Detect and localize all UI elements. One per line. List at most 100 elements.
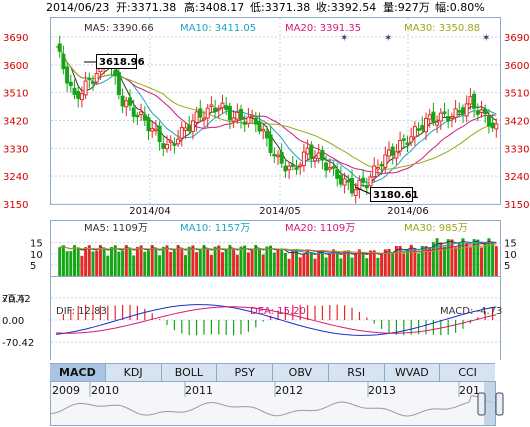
volume-bar [402,253,406,276]
candle-body [453,108,458,118]
volume-bar [172,250,176,276]
candle-body [168,140,173,143]
volume-bar [313,258,317,276]
candle-body [301,151,306,167]
macd-signal-line [55,306,497,334]
range-overview[interactable]: 2009 2010 2011 2012 2013 201 [0,381,530,427]
volume-bar [69,251,73,276]
price-panel-frame [50,17,501,205]
volume-bar [383,249,387,276]
volume-bar [417,253,421,276]
volume-bar [309,253,313,276]
candle-body [350,177,354,194]
tab-wvad[interactable]: WVAD [385,364,441,381]
volume-bar [176,245,180,276]
candle-body [216,107,221,111]
candle-body [342,178,347,186]
volume-bar [394,246,398,276]
volume-bar [361,253,365,276]
candle-body [261,128,266,132]
volume-bar [91,251,95,276]
candle-body [190,120,195,133]
tab-psy[interactable]: PSY [217,364,273,381]
volume-bar [228,244,232,276]
volume-bar [113,245,117,276]
tab-rsi[interactable]: RSI [329,364,385,381]
event-marker-icon[interactable]: ✶ [384,33,392,44]
candle-body [87,77,92,81]
range-handle-right[interactable] [495,392,504,416]
tab-macd[interactable]: MACD [50,364,106,381]
candle-body [375,166,380,170]
candle-body [313,157,317,162]
range-handle-left[interactable] [477,392,486,416]
candle-body [401,138,406,141]
event-markers[interactable]: ✶ ✶ ✶ [340,33,490,44]
volume-ma-line [59,244,497,254]
overview-year: 2010 [91,384,119,397]
volume-moving-averages [59,240,497,256]
candle-body [298,164,303,168]
volume-bar [295,250,298,276]
candle-body [250,114,255,118]
volume-bar [135,246,139,276]
header-date: 2014/06/23 [46,1,109,14]
tab-cci[interactable]: CCI [458,366,477,379]
candle-body [416,128,421,131]
volume-bar [95,250,99,276]
candle-body [475,110,480,115]
low-annotation-box [370,187,413,202]
overview-year: 2013 [368,384,396,397]
candle-body [394,151,399,159]
volume-bar [117,251,121,276]
volume-bar [480,247,483,276]
candle-body [420,125,425,131]
candle-body [61,53,66,70]
macd-tick-label: 70.42 [2,294,31,305]
candle-body [305,147,310,155]
volume-bar [420,245,424,276]
event-marker-icon[interactable]: ✶ [482,33,490,44]
macd-signal-line [55,304,497,336]
y-tick-label-right: 3510 [504,89,529,100]
volume-bar [110,247,113,276]
volume-bar [206,248,210,276]
macd-grid [51,297,500,343]
legend-ma20: MA20: 3391.35 [285,23,361,34]
volume-bar [380,253,384,276]
volume-bar [191,245,195,276]
volume-bar [169,251,173,276]
candle-body [213,107,218,112]
candle-body [91,81,95,84]
moving-average-line [55,45,497,188]
legend-ma5: MA5: 3390.66 [84,23,154,34]
volume-bar [343,250,347,276]
tab-boll[interactable]: BOLL [162,364,218,381]
candle-body [65,66,70,84]
volume-legend-ma5: MA5: 1109万 [84,223,148,234]
volume-bar [80,255,84,276]
volume-bar [276,249,280,276]
candle-body [479,109,484,114]
candle-body [128,97,132,106]
volume-bar [198,250,202,276]
candle-body [353,189,358,196]
volume-bar [235,254,239,276]
event-marker-icon[interactable]: ✶ [340,33,348,44]
volume-bar [195,252,199,276]
y-tick-label-left: 3600 [3,61,28,72]
candle-body [449,116,454,119]
candle-body [331,166,336,169]
volume-bar [461,238,465,276]
overview-selection[interactable] [484,382,495,425]
y-tick-label-left: 3420 [3,117,28,128]
tab-obv[interactable]: OBV [273,364,329,381]
volume-bar [413,249,417,276]
candle-body [405,142,410,145]
candle-body [494,123,499,130]
volume-tick-right: 15 [504,239,517,250]
volume-bar [121,250,125,276]
tab-kdj[interactable]: KDJ [106,364,162,381]
volume-bar [87,245,91,276]
volume-bar [387,249,391,276]
